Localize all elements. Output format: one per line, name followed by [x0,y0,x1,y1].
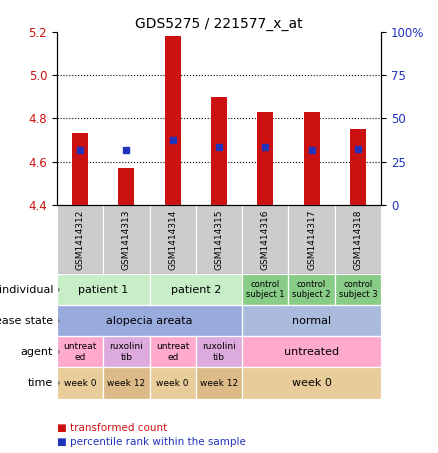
Text: ■ percentile rank within the sample: ■ percentile rank within the sample [57,437,246,447]
Text: GSM1414313: GSM1414313 [122,209,131,270]
Title: GDS5275 / 221577_x_at: GDS5275 / 221577_x_at [135,17,303,31]
Bar [196,367,242,399]
Bar [335,274,381,305]
Bar [242,274,289,305]
Bar [211,96,227,205]
Bar [304,112,320,205]
Text: alopecia areata: alopecia areata [106,316,193,326]
Bar [289,205,335,274]
Bar [242,367,381,399]
Bar [165,36,181,205]
Text: week 0: week 0 [64,379,96,388]
Text: patient 2: patient 2 [171,284,221,294]
Bar [149,367,196,399]
Bar [103,367,149,399]
Text: GSM1414318: GSM1414318 [353,209,362,270]
Text: week 12: week 12 [200,379,238,388]
Bar [57,205,103,274]
Bar [242,336,381,367]
Text: untreated: untreated [284,347,339,357]
Text: GSM1414315: GSM1414315 [215,209,223,270]
Text: agent: agent [21,347,53,357]
Text: week 0: week 0 [292,378,332,388]
Polygon shape [55,315,59,326]
Bar [242,305,381,336]
Text: untreat
ed: untreat ed [64,342,97,361]
Text: GSM1414317: GSM1414317 [307,209,316,270]
Text: GSM1414314: GSM1414314 [168,209,177,270]
Text: control
subject 2: control subject 2 [292,280,331,299]
Polygon shape [55,284,59,295]
Text: individual: individual [0,284,53,294]
Text: ruxolini
tib: ruxolini tib [202,342,236,361]
Text: ■ transformed count: ■ transformed count [57,423,167,433]
Bar [242,205,289,274]
Bar [103,336,149,367]
Text: week 12: week 12 [107,379,145,388]
Text: control
subject 3: control subject 3 [339,280,377,299]
Bar [118,168,134,205]
Bar [149,274,242,305]
Bar [350,129,366,205]
Polygon shape [55,377,59,389]
Text: control
subject 1: control subject 1 [246,280,285,299]
Bar [57,336,103,367]
Text: GSM1414316: GSM1414316 [261,209,270,270]
Bar [57,305,242,336]
Text: untreat
ed: untreat ed [156,342,189,361]
Text: disease state: disease state [0,316,53,326]
Bar [57,274,149,305]
Bar [149,336,196,367]
Text: time: time [28,378,53,388]
Text: week 0: week 0 [156,379,189,388]
Bar [103,205,149,274]
Bar [149,205,196,274]
Bar [196,205,242,274]
Polygon shape [55,346,59,357]
Text: normal: normal [292,316,331,326]
Bar [196,336,242,367]
Bar [335,205,381,274]
Text: patient 1: patient 1 [78,284,128,294]
Bar [57,367,103,399]
Text: ruxolini
tib: ruxolini tib [110,342,143,361]
Bar [72,133,88,205]
Bar [289,274,335,305]
Bar [257,112,273,205]
Text: GSM1414312: GSM1414312 [76,209,85,270]
